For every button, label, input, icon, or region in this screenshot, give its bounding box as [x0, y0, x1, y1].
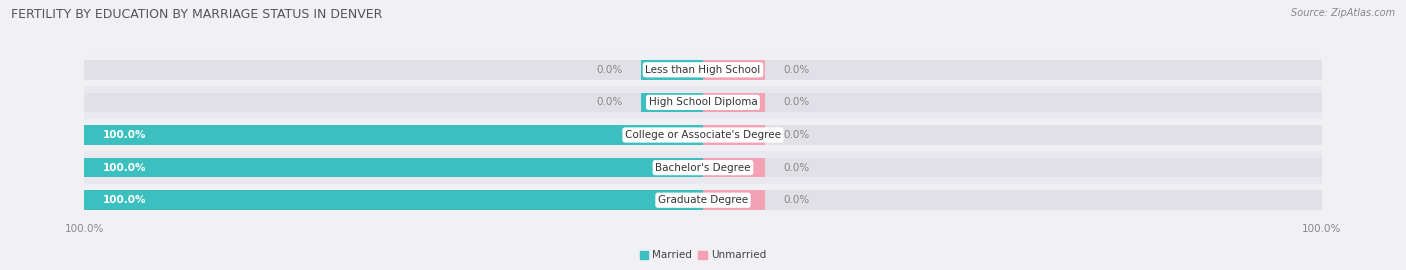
- Bar: [84, 125, 703, 145]
- Text: 100.0%: 100.0%: [103, 163, 146, 173]
- Bar: [84, 190, 703, 210]
- Bar: [703, 93, 765, 112]
- Bar: [641, 60, 703, 80]
- Bar: [641, 93, 703, 112]
- Text: 0.0%: 0.0%: [596, 97, 623, 107]
- Text: 0.0%: 0.0%: [783, 65, 810, 75]
- Text: 100.0%: 100.0%: [103, 130, 146, 140]
- Bar: [84, 86, 1322, 119]
- Text: 0.0%: 0.0%: [783, 163, 810, 173]
- Text: 0.0%: 0.0%: [783, 97, 810, 107]
- Text: Source: ZipAtlas.com: Source: ZipAtlas.com: [1291, 8, 1395, 18]
- Text: FERTILITY BY EDUCATION BY MARRIAGE STATUS IN DENVER: FERTILITY BY EDUCATION BY MARRIAGE STATU…: [11, 8, 382, 21]
- Bar: [84, 53, 1322, 86]
- Bar: [84, 158, 703, 177]
- Text: 0.0%: 0.0%: [783, 195, 810, 205]
- Text: 0.0%: 0.0%: [596, 65, 623, 75]
- Bar: [703, 158, 765, 177]
- Bar: [703, 125, 1322, 145]
- Bar: [703, 93, 1322, 112]
- Text: College or Associate's Degree: College or Associate's Degree: [626, 130, 780, 140]
- Text: Graduate Degree: Graduate Degree: [658, 195, 748, 205]
- Bar: [703, 158, 1322, 177]
- Bar: [703, 60, 1322, 80]
- Text: 0.0%: 0.0%: [783, 130, 810, 140]
- Bar: [703, 125, 765, 145]
- Bar: [84, 158, 703, 177]
- Bar: [703, 190, 1322, 210]
- Bar: [84, 125, 703, 145]
- Bar: [84, 151, 1322, 184]
- Text: High School Diploma: High School Diploma: [648, 97, 758, 107]
- Legend: Married, Unmarried: Married, Unmarried: [636, 246, 770, 265]
- Bar: [703, 190, 765, 210]
- Bar: [84, 190, 703, 210]
- Text: Less than High School: Less than High School: [645, 65, 761, 75]
- Bar: [703, 60, 765, 80]
- Bar: [84, 93, 703, 112]
- Text: 100.0%: 100.0%: [103, 195, 146, 205]
- Bar: [84, 119, 1322, 151]
- Bar: [84, 60, 703, 80]
- Bar: [84, 184, 1322, 217]
- Text: Bachelor's Degree: Bachelor's Degree: [655, 163, 751, 173]
